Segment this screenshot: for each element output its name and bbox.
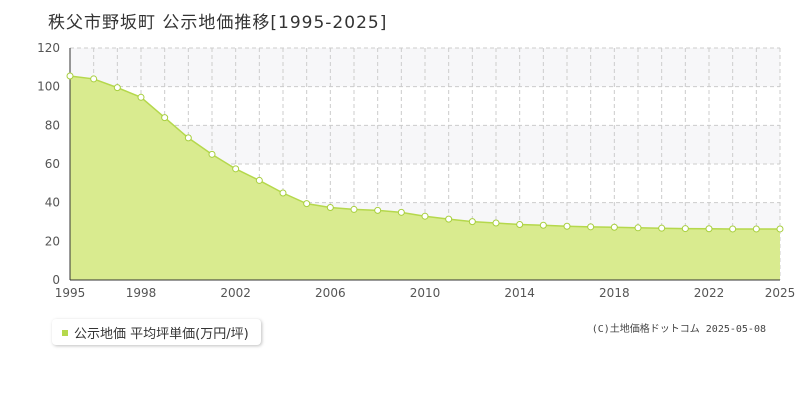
data-point xyxy=(137,93,145,101)
y-tick-label: 40 xyxy=(45,196,60,210)
data-point xyxy=(729,225,737,233)
legend: 公示地価 平均坪単価(万円/坪) xyxy=(52,319,261,345)
data-point xyxy=(445,215,453,223)
data-point xyxy=(681,225,689,233)
x-tick-label: 1998 xyxy=(126,286,157,300)
data-point xyxy=(587,223,595,231)
data-point xyxy=(113,84,121,92)
x-tick-label: 2025 xyxy=(765,286,796,300)
y-tick-label: 120 xyxy=(37,41,60,55)
data-point xyxy=(421,212,429,220)
grid-band xyxy=(70,48,780,87)
data-point xyxy=(208,150,216,158)
data-point xyxy=(539,221,547,229)
data-point xyxy=(350,205,358,213)
data-point xyxy=(610,223,618,231)
data-point xyxy=(326,204,334,211)
y-tick-label: 100 xyxy=(37,80,60,94)
data-point xyxy=(563,222,571,230)
data-point xyxy=(658,224,666,232)
data-point xyxy=(705,225,713,233)
data-point xyxy=(279,189,287,197)
legend-label: 公示地価 平均坪単価(万円/坪) xyxy=(74,326,249,342)
data-point xyxy=(303,200,311,208)
data-point xyxy=(516,221,524,229)
x-tick-label: 1995 xyxy=(55,286,86,300)
x-tick-label: 2006 xyxy=(315,286,346,300)
y-tick-label: 0 xyxy=(52,273,60,287)
y-tick-label: 80 xyxy=(45,118,60,132)
data-point xyxy=(634,224,642,232)
y-tick-label: 20 xyxy=(45,234,60,248)
x-tick-label: 2002 xyxy=(220,286,251,300)
data-point xyxy=(232,165,240,173)
credit-text: (C)土地価格ドットコム 2025-05-08 xyxy=(591,324,766,335)
data-point xyxy=(66,72,74,80)
data-point xyxy=(90,75,98,83)
x-tick-label: 2014 xyxy=(504,286,535,300)
legend-swatch xyxy=(62,330,68,336)
series-area-fill xyxy=(70,76,780,280)
x-tick-label: 2010 xyxy=(410,286,441,300)
x-tick-label: 2022 xyxy=(694,286,725,300)
x-tick-label: 2018 xyxy=(599,286,630,300)
data-point xyxy=(492,219,500,227)
data-point xyxy=(184,134,192,142)
data-point xyxy=(752,225,760,233)
data-point xyxy=(374,206,382,214)
data-point xyxy=(468,218,476,226)
data-point xyxy=(776,225,784,233)
data-point xyxy=(397,208,405,216)
data-point xyxy=(255,176,263,184)
chart-title: 秩父市野坂町 公示地価推移[1995-2025] xyxy=(48,13,388,33)
data-point xyxy=(161,114,169,122)
y-tick-label: 60 xyxy=(45,157,60,171)
